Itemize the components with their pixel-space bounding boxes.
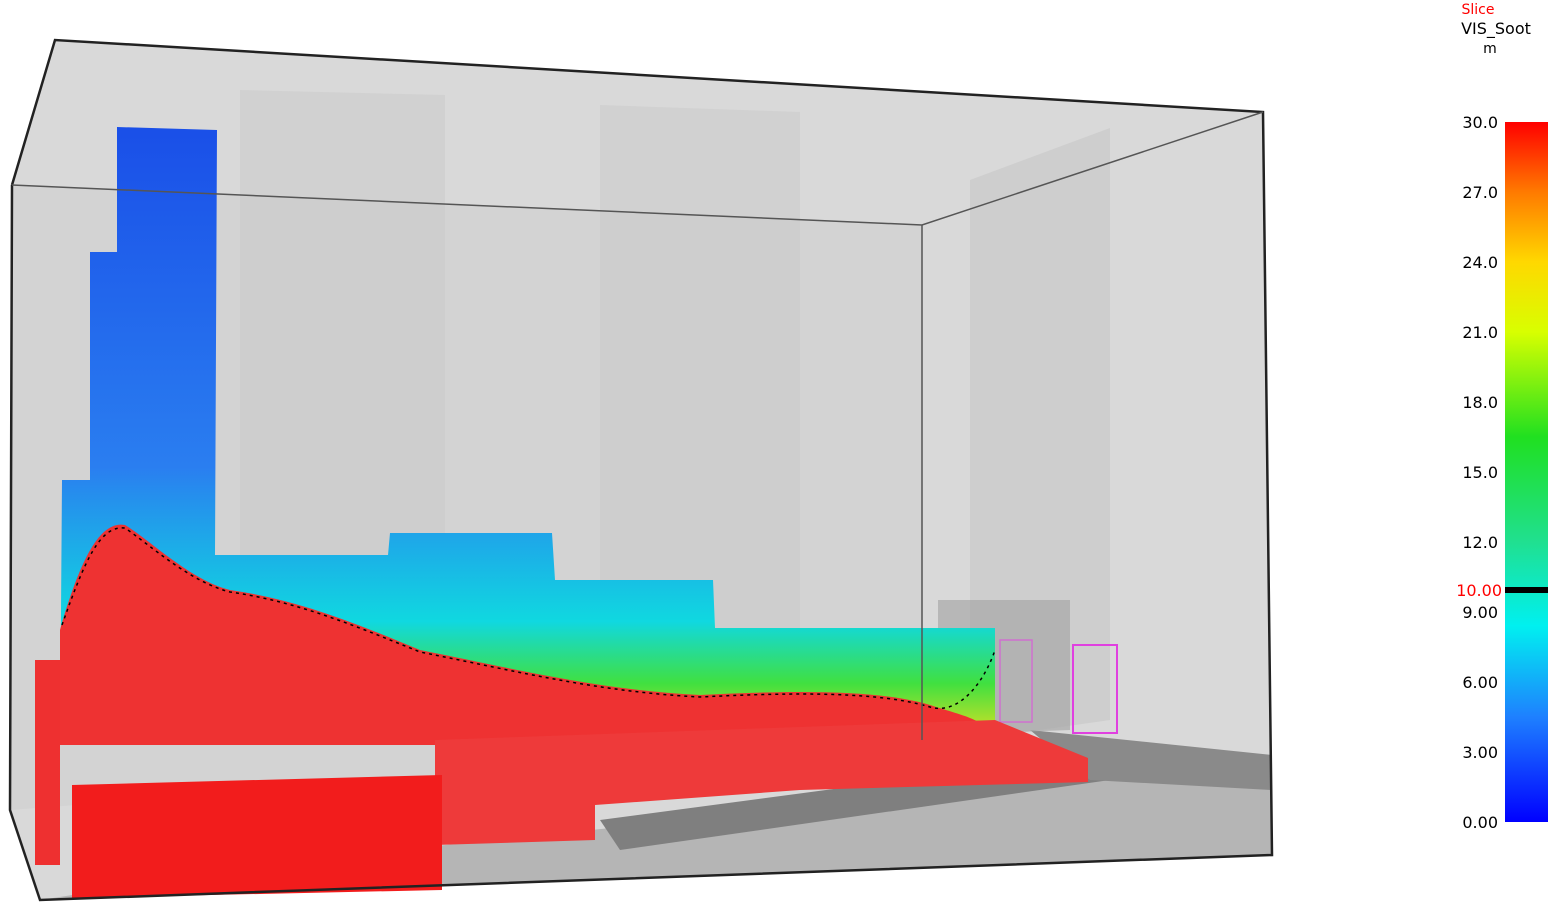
colorbar-tick-label: 24.0 xyxy=(1462,253,1498,272)
low-visibility-region xyxy=(35,660,60,865)
scene xyxy=(10,40,1272,900)
colorbar-tick-label: 9.00 xyxy=(1462,603,1498,622)
colorbar-tick-label: 0.00 xyxy=(1462,813,1498,832)
colorbar-tick-label: 3.00 xyxy=(1462,743,1498,762)
colorbar-gradient xyxy=(1505,122,1548,822)
low-visibility-region xyxy=(72,775,442,898)
colorbar-tick-label: 30.0 xyxy=(1462,113,1498,132)
colorbar-header: m xyxy=(1483,41,1497,57)
colorbar-header: Slice xyxy=(1462,2,1495,18)
colorbar-tick-label: 12.0 xyxy=(1462,533,1498,552)
smokeview-window: Slice VIS_Soot m 10.00 30.0 27.0 24.0 21.0 1… xyxy=(0,0,1551,902)
colorbar-tick-label: 15.0 xyxy=(1462,463,1498,482)
colorbar-tick-label: 21.0 xyxy=(1462,323,1498,342)
colorbar-highlight-marker xyxy=(1505,587,1548,593)
colorbar-tick-label: 6.00 xyxy=(1462,673,1498,692)
colorbar-ticks: 30.0 27.0 24.0 21.0 18.0 15.0 12.0 9.00 6.00 3.00… xyxy=(1462,113,1498,832)
colorbar-tick-label: 18.0 xyxy=(1462,393,1498,412)
colorbar-highlight-label: 10.00 xyxy=(1456,581,1502,600)
colorbar: Slice VIS_Soot m 10.00 30.0 27.0 24.0 21.0 1… xyxy=(1456,2,1548,832)
colorbar-header: VIS_Soot xyxy=(1461,19,1531,39)
colorbar-tick-label: 27.0 xyxy=(1462,183,1498,202)
